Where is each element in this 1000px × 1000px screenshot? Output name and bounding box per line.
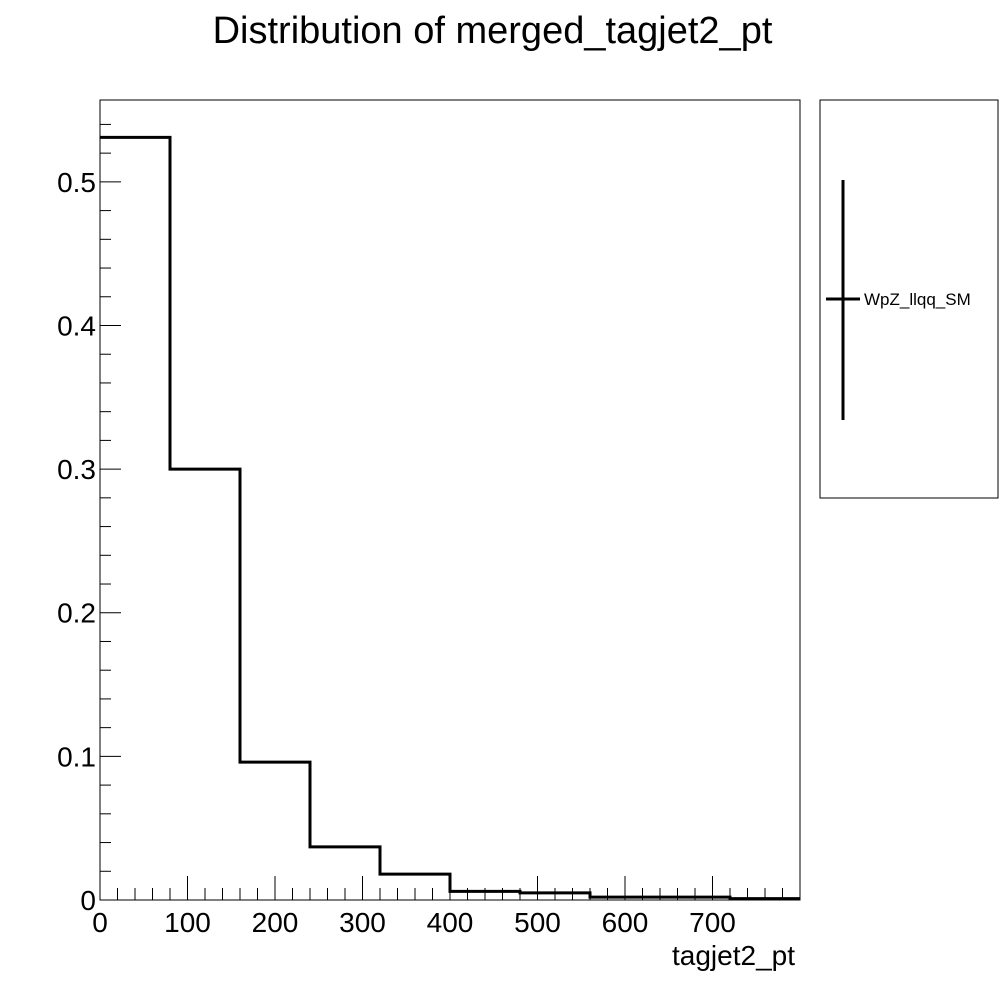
y-tick-label: 0.3 <box>57 454 96 485</box>
y-tick-label: 0.5 <box>57 167 96 198</box>
x-tick-label: 600 <box>602 907 649 938</box>
x-tick-label: 200 <box>252 907 299 938</box>
series-histogram-line <box>100 135 800 901</box>
y-tick-label: 0.2 <box>57 598 96 629</box>
plot-frame <box>99 99 801 901</box>
x-tick-label: 700 <box>689 907 736 938</box>
y-tick-label: 0.1 <box>57 741 96 772</box>
chart-title: Distribution of merged_tagjet2_pt <box>212 10 773 52</box>
x-tick-label: 300 <box>339 907 386 938</box>
legend-label: WpZ_llqq_SM <box>864 290 971 309</box>
x-tick-label: 100 <box>164 907 211 938</box>
y-tick-label: 0.4 <box>57 310 96 341</box>
x-tick-label: 400 <box>427 907 474 938</box>
x-tick-label: 0 <box>92 907 108 938</box>
x-axis-title: tagjet2_pt <box>672 940 795 971</box>
y-tick-label: 0 <box>80 885 96 916</box>
x-tick-label: 500 <box>514 907 561 938</box>
y-axis: 0 0.1 0.2 0.3 0.4 0.5 <box>57 123 121 916</box>
x-axis: 0 100 200 300 400 500 600 700 <box>92 876 801 938</box>
legend: WpZ_llqq_SM <box>819 99 999 499</box>
